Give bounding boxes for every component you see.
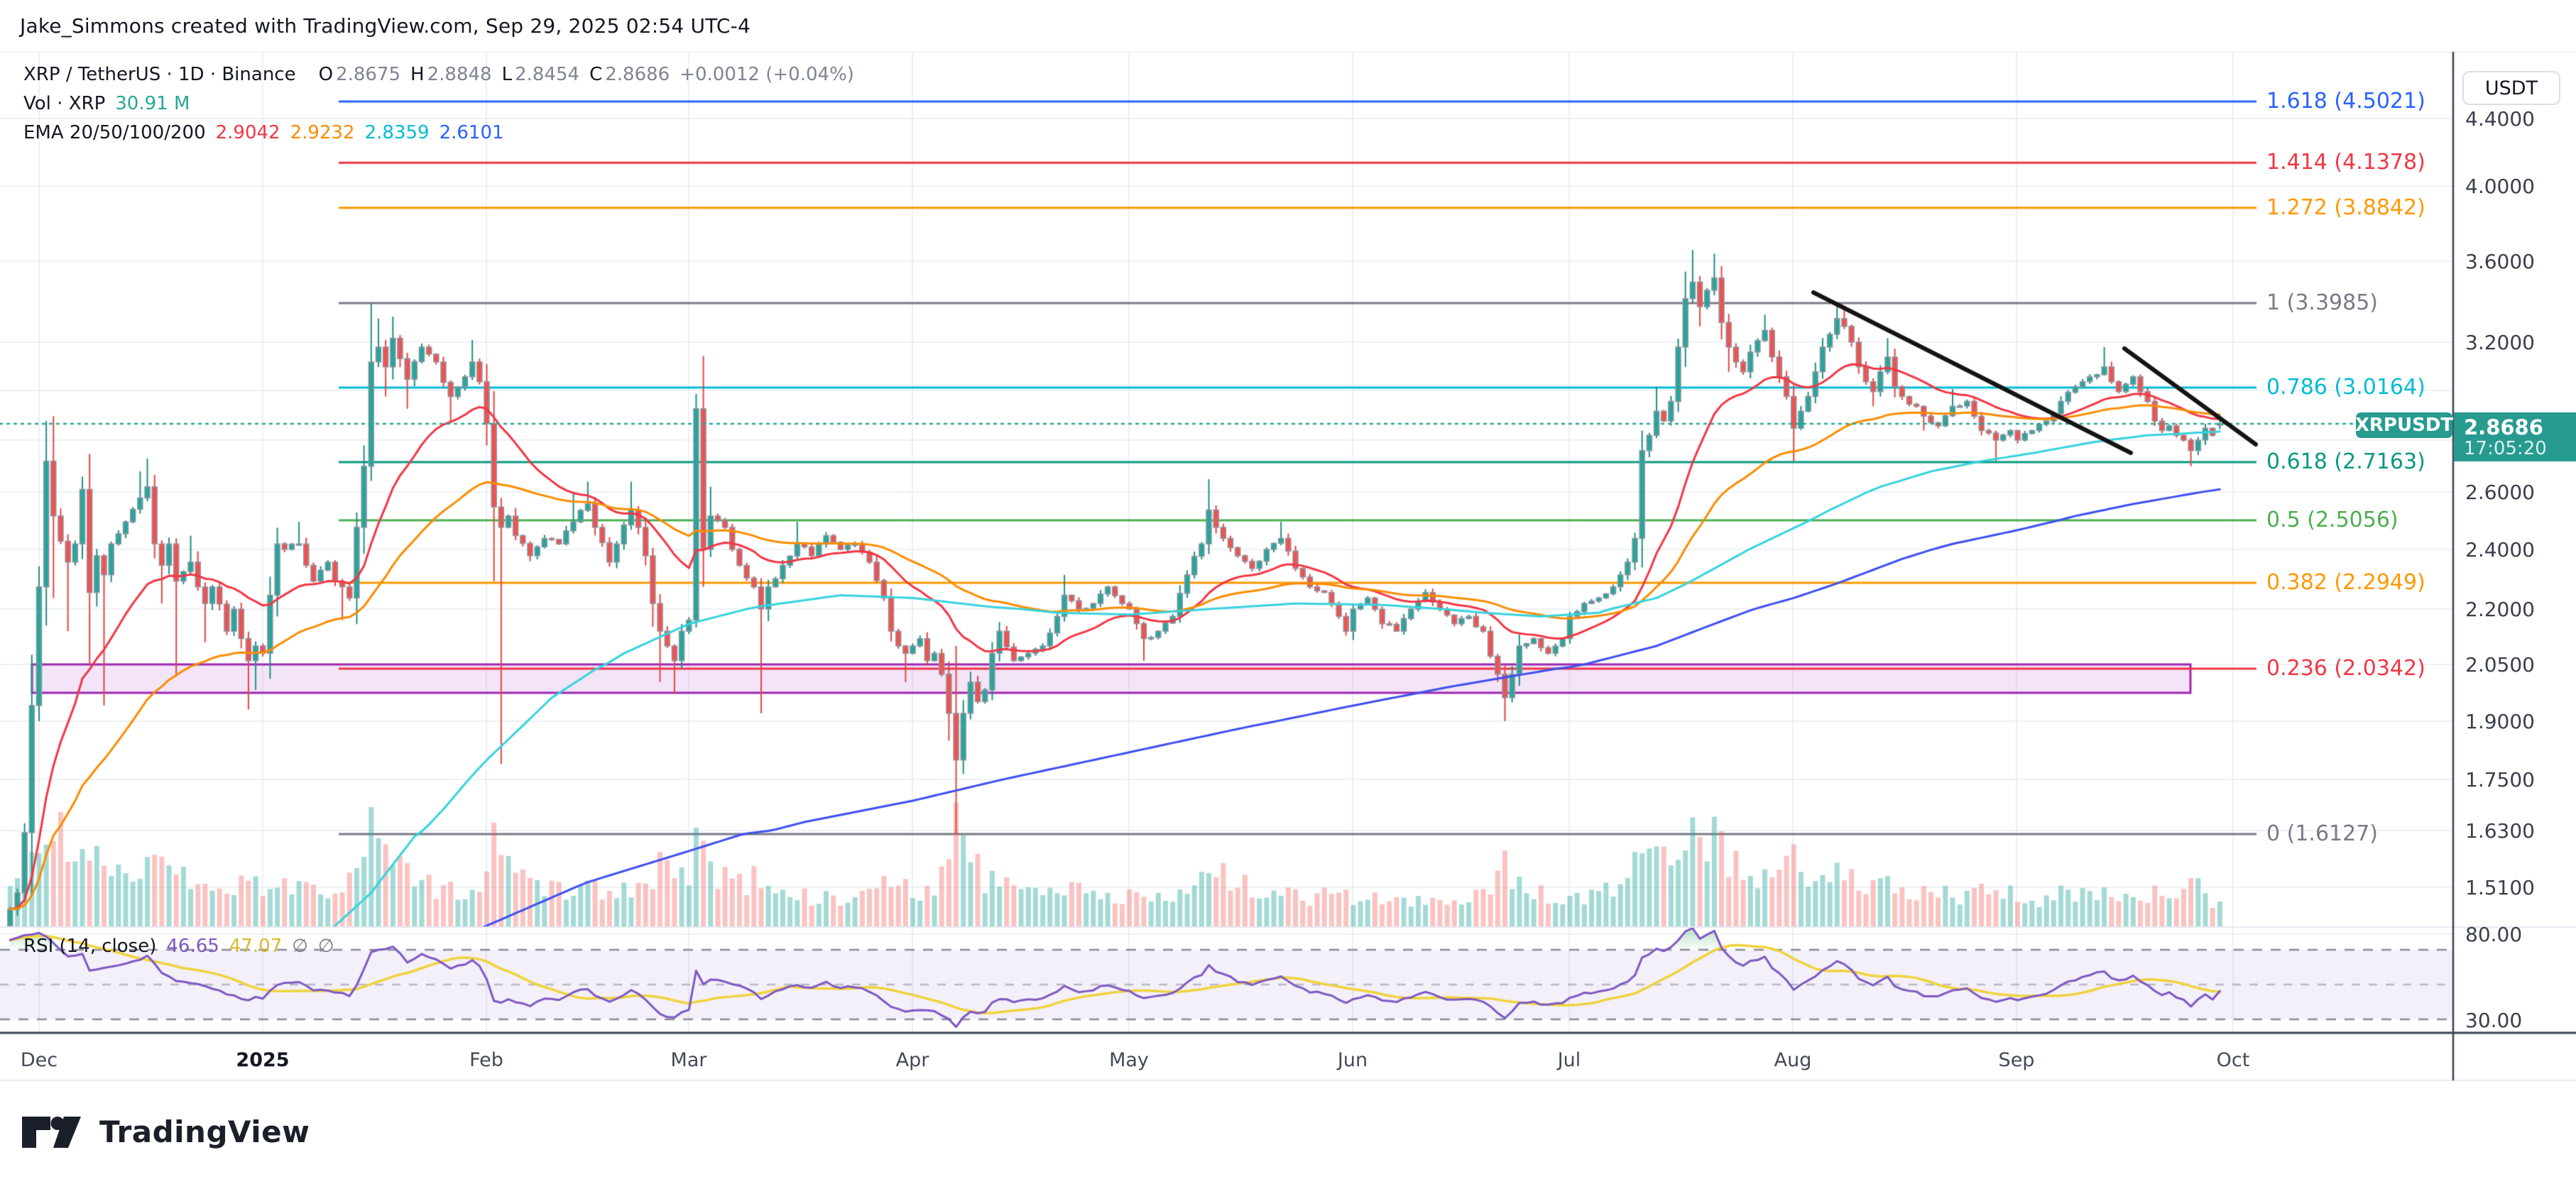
time-axis-label-Dec: Dec	[20, 1049, 58, 1071]
tradingview-logo-icon	[22, 1116, 81, 1148]
price-tick-label: 1.6300	[2465, 819, 2535, 843]
volume-value: 30.91 M	[115, 93, 190, 114]
fib-level-label-0.382: 0.382 (2.2949)	[2266, 570, 2425, 595]
rsi-label: RSI (14, close)	[23, 936, 157, 957]
bar-countdown: 17:05:20	[2464, 438, 2547, 459]
fib-level-label-1: 1 (3.3985)	[2266, 290, 2379, 315]
time-axis-label-2025: 2025	[236, 1049, 290, 1071]
fib-level-label-0.618: 0.618 (2.7163)	[2266, 449, 2425, 474]
fib-level-label-1.272: 1.272 (3.8842)	[2266, 194, 2425, 220]
fib-level-label-0.786: 0.786 (3.0164)	[2266, 375, 2425, 400]
price-tick-label: 3.2000	[2465, 331, 2535, 354]
price-tick-label: 80.00	[2465, 923, 2523, 946]
tradingview-logo-text: TradingView	[99, 1114, 310, 1149]
time-axis-label-Feb: Feb	[469, 1049, 503, 1071]
ema200-value: 2.6101	[439, 122, 504, 143]
time-axis-label-Sep: Sep	[1998, 1049, 2035, 1071]
time-axis-label-May: May	[1109, 1049, 1149, 1071]
ohlc-low-label: L	[501, 64, 513, 85]
fib-level-label-0.236: 0.236 (2.0342)	[2266, 656, 2425, 681]
ema-label: EMA 20/50/100/200	[23, 122, 206, 143]
ohlc-high-value: 2.8848	[427, 64, 492, 85]
price-tick-label: 1.5100	[2465, 876, 2535, 899]
ohlc-low-value: 2.8454	[515, 64, 580, 85]
fib-level-label-1.618: 1.618 (4.5021)	[2266, 89, 2425, 114]
time-axis-label-Aug: Aug	[1774, 1049, 1812, 1071]
ohlc-close-label: C	[589, 64, 603, 85]
fib-level-label-1.414: 1.414 (4.1378)	[2266, 150, 2425, 175]
ohlc-close-value: 2.8686	[605, 64, 670, 85]
symbol-title: XRP / TetherUS · 1D · Binance	[23, 64, 296, 85]
price-line-symbol-badge: XRPUSDT	[2355, 412, 2453, 438]
rsi-ma-value: 47.07	[229, 936, 283, 957]
rsi-legend: RSI (14, close) 46.65 47.07 ∅ ∅	[23, 936, 334, 957]
volume-label: Vol · XRP	[23, 93, 106, 114]
currency-toggle-button[interactable]: USDT	[2462, 71, 2560, 105]
price-tick-label: 2.2000	[2465, 598, 2535, 621]
price-tick-label: 1.7500	[2465, 768, 2535, 791]
price-tick-label: 2.6000	[2465, 481, 2535, 504]
price-tick-label: 4.4000	[2465, 107, 2535, 131]
last-price-value: 2.8686	[2464, 415, 2543, 439]
time-axis-label-Oct: Oct	[2216, 1049, 2250, 1071]
ema-legend: EMA 20/50/100/200 2.9042 2.9232 2.8359 2…	[23, 122, 504, 143]
rsi-lower-band-empty-icon: ∅	[317, 936, 334, 957]
price-tick-label: 4.0000	[2465, 175, 2535, 198]
ema50-value: 2.9232	[290, 122, 355, 143]
time-axis-label-Jul: Jul	[1557, 1049, 1581, 1071]
price-tick-label: 1.9000	[2465, 710, 2535, 733]
ohlc-open-value: 2.8675	[336, 64, 401, 85]
ema100-value: 2.8359	[364, 122, 430, 143]
price-tick-label: 30.00	[2465, 1009, 2523, 1032]
chart-credit: Jake_Simmons created with TradingView.co…	[20, 14, 751, 38]
volume-legend: Vol · XRP 30.91 M	[23, 93, 190, 114]
fib-level-label-0.5: 0.5 (2.5056)	[2266, 508, 2398, 532]
rsi-value: 46.65	[166, 936, 219, 957]
time-axis-label-Mar: Mar	[670, 1049, 707, 1071]
change-value: +0.0012 (+0.04%)	[680, 64, 854, 85]
time-axis-label-Apr: Apr	[895, 1049, 929, 1071]
tradingview-logo[interactable]: TradingView	[21, 1114, 310, 1149]
time-axis-label-Jun: Jun	[1337, 1049, 1368, 1071]
price-tick-label: 3.6000	[2465, 250, 2535, 273]
fib-level-label-0: 0 (1.6127)	[2266, 821, 2379, 846]
last-price-axis-badge: 2.8686 17:05:20	[2454, 412, 2576, 461]
ema20-value: 2.9042	[215, 122, 280, 143]
rsi-upper-band-empty-icon: ∅	[292, 936, 308, 957]
price-tick-label: 2.4000	[2465, 538, 2535, 561]
ohlc-high-label: H	[410, 64, 425, 85]
price-tick-label: 2.0500	[2465, 653, 2535, 676]
ohlc-open-label: O	[318, 64, 334, 85]
